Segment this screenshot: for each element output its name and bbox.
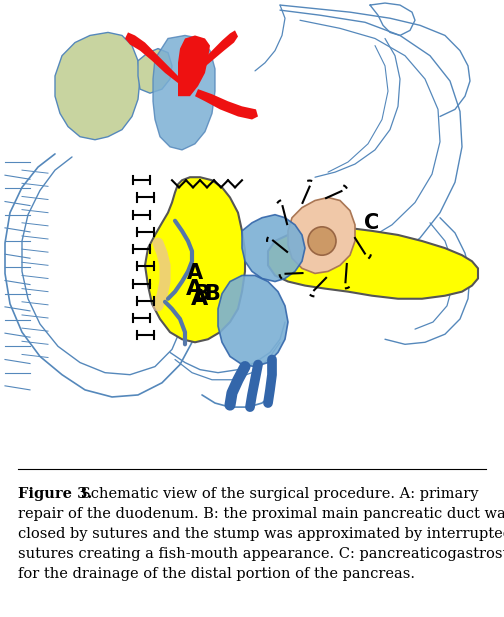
Polygon shape	[55, 33, 140, 140]
Polygon shape	[190, 30, 238, 79]
Polygon shape	[195, 89, 258, 120]
Polygon shape	[218, 275, 288, 366]
Polygon shape	[145, 177, 245, 342]
Text: repair of the duodenum. B: the proximal main pancreatic duct was: repair of the duodenum. B: the proximal …	[18, 507, 504, 521]
Text: A: A	[186, 279, 204, 299]
Text: sutures creating a fish-mouth appearance. C: pancreaticogastrostomy: sutures creating a fish-mouth appearance…	[18, 547, 504, 561]
Text: for the drainage of the distal portion of the pancreas.: for the drainage of the distal portion o…	[18, 567, 415, 581]
Text: B: B	[194, 284, 211, 304]
Text: A: A	[187, 263, 203, 283]
Text: B: B	[204, 284, 220, 304]
Polygon shape	[268, 228, 478, 299]
Polygon shape	[153, 35, 215, 150]
Polygon shape	[138, 49, 172, 93]
Text: Figure 3.: Figure 3.	[18, 487, 92, 501]
Circle shape	[308, 227, 336, 255]
Text: Schematic view of the surgical procedure. A: primary: Schematic view of the surgical procedure…	[76, 487, 478, 501]
Polygon shape	[288, 197, 355, 273]
Polygon shape	[242, 215, 305, 281]
Polygon shape	[178, 35, 210, 96]
Text: C: C	[364, 213, 380, 233]
Text: A: A	[192, 289, 209, 308]
Text: closed by sutures and the stump was approximated by interrupted: closed by sutures and the stump was appr…	[18, 527, 504, 541]
Polygon shape	[125, 33, 178, 83]
